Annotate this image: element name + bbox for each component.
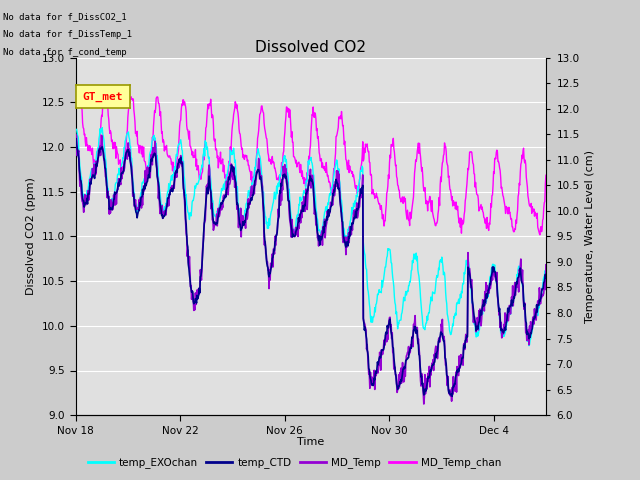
X-axis label: Time: Time [297, 437, 324, 447]
Title: Dissolved CO2: Dissolved CO2 [255, 40, 366, 55]
Legend: temp_EXOchan, temp_CTD, MD_Temp, MD_Temp_chan: temp_EXOchan, temp_CTD, MD_Temp, MD_Temp… [84, 453, 505, 472]
Y-axis label: Temperature, Water Level (cm): Temperature, Water Level (cm) [585, 150, 595, 323]
Text: No data for f_DissCO2_1: No data for f_DissCO2_1 [3, 12, 127, 21]
Text: GT_met: GT_met [83, 91, 123, 102]
Y-axis label: Dissolved CO2 (ppm): Dissolved CO2 (ppm) [26, 178, 36, 295]
Text: No data for f_DissTemp_1: No data for f_DissTemp_1 [3, 30, 132, 39]
Text: No data for f_cond_temp: No data for f_cond_temp [3, 48, 127, 58]
